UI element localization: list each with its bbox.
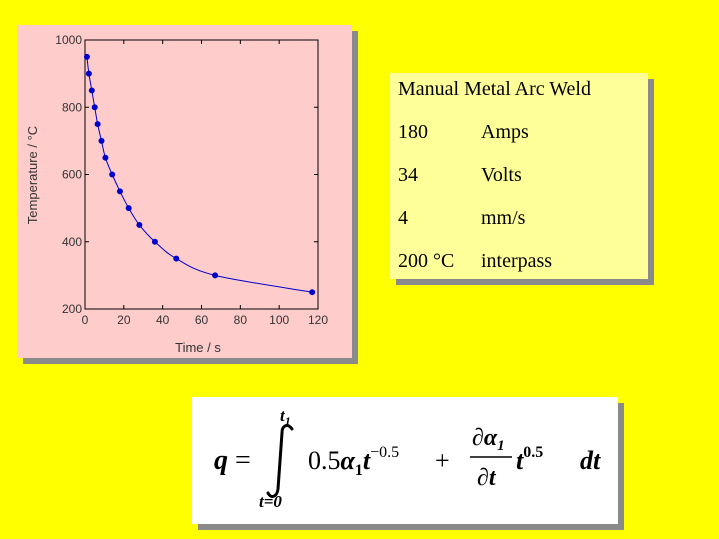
plot-frame bbox=[84, 39, 319, 310]
data-point bbox=[109, 171, 116, 178]
x-tick-label: 60 bbox=[195, 313, 209, 327]
weld-type-title: Manual Metal Arc Weld bbox=[398, 78, 591, 100]
data-point bbox=[309, 289, 316, 296]
weld-parameters-panel: Manual Metal Arc Weld 180 Amps 34 Volts … bbox=[390, 73, 648, 279]
current-unit: Amps bbox=[481, 121, 529, 143]
equation-term-1: 0.5α1t−0.5 bbox=[308, 444, 399, 479]
data-point bbox=[116, 188, 123, 195]
data-point bbox=[102, 154, 109, 161]
x-axis-title: Time / s bbox=[175, 340, 221, 355]
y-axis-title: Temperature / °C bbox=[25, 126, 40, 224]
data-point bbox=[98, 137, 105, 144]
voltage-value: 34 bbox=[398, 164, 418, 186]
current-value: 180 bbox=[398, 121, 428, 143]
equation-equals: = bbox=[235, 445, 251, 476]
interpass-value: 200 °C bbox=[398, 250, 455, 272]
heat-input-equation: q = t1 t=0 0.5α1t−0.5 + ∂α1 ∂t t0.5 dt bbox=[214, 406, 601, 511]
lower-limit: t=0 bbox=[259, 492, 282, 511]
chart-panel: 0 20 40 60 80 100 120 200 400 600 800 1000 Time / … bbox=[17, 25, 352, 358]
speed-unit: mm/s bbox=[481, 207, 526, 229]
data-point bbox=[125, 205, 132, 212]
x-tick-label: 0 bbox=[82, 313, 89, 327]
y-tick-label: 800 bbox=[62, 100, 82, 114]
fraction-numerator: ∂α1 bbox=[472, 425, 505, 454]
temperature-time-chart: 0 20 40 60 80 100 120 200 400 600 800 1000 Time / … bbox=[25, 33, 328, 355]
x-axis-ticks: 0 20 40 60 80 100 120 bbox=[82, 40, 328, 327]
y-tick-label: 200 bbox=[62, 302, 82, 316]
data-point bbox=[136, 221, 143, 228]
equation-plus: + bbox=[435, 446, 450, 475]
series-line bbox=[86, 56, 313, 293]
interpass-unit: interpass bbox=[481, 250, 553, 272]
y-tick-label: 400 bbox=[62, 235, 82, 249]
series-points bbox=[83, 53, 316, 296]
data-point bbox=[173, 255, 180, 262]
x-tick-label: 80 bbox=[234, 313, 248, 327]
data-point bbox=[83, 53, 90, 60]
data-point bbox=[91, 104, 98, 111]
speed-value: 4 bbox=[398, 207, 408, 229]
y-axis-ticks: 200 400 600 800 1000 bbox=[55, 33, 318, 316]
x-tick-label: 20 bbox=[117, 313, 131, 327]
x-tick-label: 120 bbox=[308, 313, 328, 327]
integral-sign-icon bbox=[266, 424, 294, 498]
upper-limit: t1 bbox=[280, 406, 291, 428]
y-tick-label: 1000 bbox=[55, 33, 82, 47]
data-point bbox=[151, 238, 158, 245]
data-point bbox=[94, 121, 101, 128]
voltage-unit: Volts bbox=[481, 164, 522, 186]
x-tick-label: 100 bbox=[269, 313, 289, 327]
heat-input-equation-panel: q = t1 t=0 0.5α1t−0.5 + ∂α1 ∂t t0.5 dt bbox=[192, 397, 618, 524]
x-tick-label: 40 bbox=[156, 313, 170, 327]
data-point bbox=[212, 272, 219, 279]
y-tick-label: 600 bbox=[62, 168, 82, 182]
data-point bbox=[88, 87, 95, 94]
equation-term-2-power: t0.5 bbox=[516, 444, 543, 475]
fraction-denominator: ∂t bbox=[477, 465, 497, 491]
equation-differential: dt bbox=[580, 446, 601, 475]
equation-lhs-q: q bbox=[214, 445, 228, 476]
data-point bbox=[85, 70, 92, 77]
